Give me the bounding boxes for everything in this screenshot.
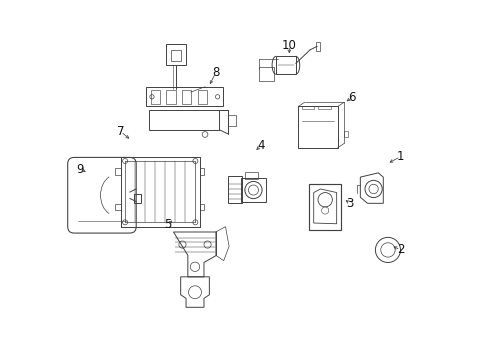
Bar (199, 204, 204, 211)
Text: 6: 6 (347, 91, 355, 104)
Bar (134, 194, 140, 203)
Bar (145, 87, 223, 107)
Bar (308, 184, 341, 230)
Text: 3: 3 (346, 197, 353, 210)
Bar (244, 172, 258, 179)
Text: 7: 7 (117, 125, 124, 138)
Text: 9: 9 (76, 163, 83, 176)
Bar (182, 90, 191, 104)
Bar (198, 90, 207, 104)
Bar (301, 106, 314, 109)
Bar (171, 50, 181, 61)
Bar (276, 56, 295, 74)
Bar (166, 44, 186, 65)
Bar (317, 106, 330, 109)
Text: 8: 8 (212, 66, 219, 79)
Bar (150, 90, 160, 104)
Bar (241, 178, 265, 202)
Bar (149, 110, 219, 130)
Bar (166, 90, 175, 104)
Text: 2: 2 (396, 243, 404, 256)
Text: 10: 10 (281, 39, 296, 52)
Bar (199, 168, 204, 175)
Bar (316, 42, 319, 51)
Bar (227, 176, 242, 203)
Bar (344, 131, 348, 137)
Text: 5: 5 (163, 218, 171, 231)
Bar (228, 116, 235, 126)
Bar (258, 67, 273, 81)
Bar (298, 107, 337, 148)
Text: 1: 1 (396, 150, 404, 163)
Bar (115, 204, 121, 211)
Text: 4: 4 (256, 139, 264, 152)
Bar (115, 168, 121, 175)
